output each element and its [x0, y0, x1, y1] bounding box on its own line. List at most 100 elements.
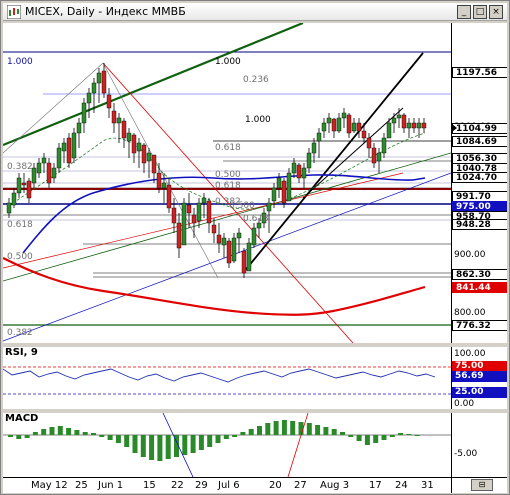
macd-plot[interactable]	[3, 413, 451, 477]
macd-bar	[174, 435, 179, 457]
moving-average-red	[3, 257, 426, 316]
macd-bar	[414, 435, 420, 436]
macd-bar	[323, 427, 329, 435]
date-tick-label: 25	[75, 480, 88, 491]
candle-body	[401, 114, 407, 129]
panel-splitter[interactable]	[3, 343, 507, 347]
rsi-level-badge: 75.00	[452, 361, 507, 372]
candle-body	[366, 137, 372, 149]
date-tick-label: Jul 6	[218, 480, 240, 491]
date-axis[interactable]: May 12 25 Jun 1 15 22 29 Jul 6 20 27 Aug 3 17 24 31	[3, 477, 451, 493]
candle-body	[86, 92, 92, 104]
rsi-level-badge: 25.00	[452, 387, 507, 398]
macd-bar	[24, 435, 30, 438]
trend-line	[102, 62, 219, 279]
price-chart-plot[interactable]: 1.000 1.0000.2361.0000.6180.3820.5000.618…	[3, 23, 451, 343]
candle-body	[236, 232, 242, 239]
candle-body	[351, 122, 357, 132]
candle-body	[111, 110, 117, 124]
fib-label: 1.000	[215, 57, 241, 67]
candle-body	[346, 114, 352, 134]
macd-bar	[157, 435, 163, 461]
macd-tick-label: -5.00	[454, 449, 478, 459]
panel-splitter[interactable]	[3, 409, 507, 413]
candle-body	[286, 172, 292, 202]
macd-bar	[149, 435, 155, 460]
macd-bar	[273, 421, 279, 435]
candle-body	[21, 182, 27, 186]
moving-average-green	[12, 132, 426, 210]
macd-bar	[107, 435, 113, 440]
macd-bar	[265, 423, 271, 435]
candle-body	[126, 132, 132, 142]
candle-body	[226, 240, 232, 264]
date-tick-label: Jun 1	[98, 480, 124, 491]
price-chart-panel[interactable]: 1.000 1.000 0.236 1.000 0.618 0.382 0.500 0.618…	[3, 23, 451, 343]
candle-body	[336, 117, 342, 132]
macd-bar	[248, 429, 254, 435]
rsi-scale[interactable]: 100.00 0.00 75.00 56.69 25.00	[451, 347, 507, 409]
candle-body	[136, 142, 142, 152]
rsi-plot[interactable]	[3, 347, 451, 409]
date-tick-label: 24	[395, 480, 408, 491]
candle-body	[166, 184, 172, 209]
candle-body	[131, 134, 137, 154]
title-bar[interactable]: MICEX, Daily - Индекс ММВБ _ □ ×	[3, 3, 507, 21]
minimize-button[interactable]: _	[457, 5, 471, 19]
close-button[interactable]: ×	[489, 5, 503, 19]
rsi-panel[interactable]: RSI, 9	[3, 347, 451, 409]
macd-bar	[356, 435, 362, 441]
date-tick-label: May 12	[31, 480, 68, 491]
trend-line	[242, 52, 424, 274]
candle-body	[411, 122, 417, 129]
fib-label: 0.382	[215, 197, 241, 207]
macd-bar	[99, 435, 105, 437]
fib-label: 1.000	[245, 115, 271, 125]
macd-scale[interactable]: -5.00	[451, 413, 507, 477]
candle-body	[416, 122, 422, 129]
date-tick-label: 22	[171, 480, 184, 491]
macd-bar	[115, 435, 121, 443]
macd-bar	[348, 435, 354, 437]
trend-line	[302, 107, 404, 199]
candle-body	[151, 154, 157, 174]
candle-body	[36, 162, 42, 174]
layout-toggle-button[interactable]: ⊟	[471, 479, 493, 491]
candle-body	[276, 177, 282, 189]
candle-body	[251, 227, 257, 246]
macd-bar	[82, 432, 88, 435]
macd-bar	[373, 435, 379, 443]
price-scale[interactable]: 1100.00900.00800.001197.561104.991084.69…	[451, 23, 507, 343]
price-tick-label: 900.00	[454, 250, 486, 260]
rsi-title: RSI, 9	[5, 347, 38, 358]
macd-bar	[124, 435, 130, 447]
candle-body	[376, 152, 382, 162]
rsi-tick-label: 0.00	[454, 399, 475, 409]
candle-body	[296, 164, 302, 179]
price-tick-label: 800.00	[454, 308, 486, 318]
date-tick-label: 27	[294, 480, 307, 491]
candle-body	[216, 234, 222, 244]
macd-bar	[74, 430, 80, 435]
candle-body	[101, 70, 107, 94]
candle-body	[371, 147, 377, 164]
macd-panel[interactable]: MACD	[3, 413, 451, 477]
date-tick-label: 20	[269, 480, 282, 491]
macd-bar	[223, 435, 229, 439]
fib-label: 0.382	[7, 162, 33, 172]
date-tick-label: Aug 3	[320, 480, 350, 491]
candle-body	[326, 117, 332, 124]
candle-body	[191, 214, 197, 224]
restore-button[interactable]: □	[473, 5, 487, 19]
macd-bar	[165, 435, 171, 459]
candle-body	[196, 202, 202, 222]
candle-body	[76, 122, 82, 134]
candle-body	[421, 122, 427, 129]
macd-bar	[398, 433, 404, 435]
candle-body	[71, 132, 77, 159]
trend-line	[3, 152, 451, 282]
macd-bar	[232, 435, 238, 437]
candle-body	[161, 182, 167, 189]
macd-bar	[215, 435, 221, 443]
